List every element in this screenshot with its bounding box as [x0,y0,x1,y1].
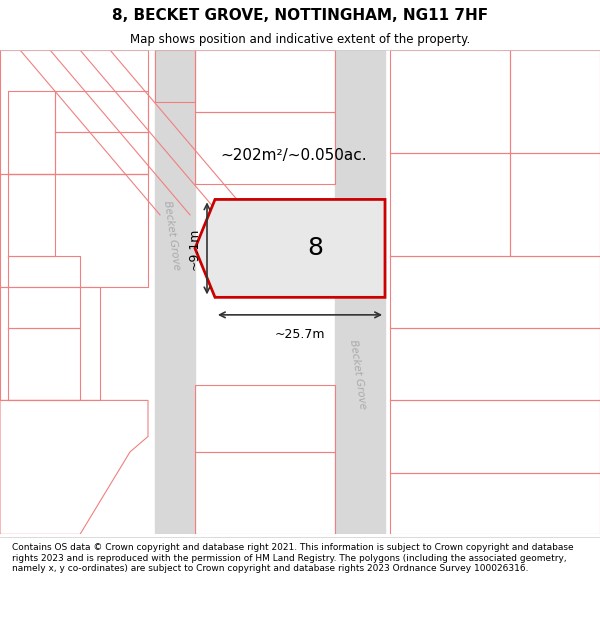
Polygon shape [155,50,195,534]
Text: Becket Grove: Becket Grove [162,200,182,271]
Polygon shape [195,199,385,298]
Text: 8: 8 [307,236,323,261]
Polygon shape [335,50,385,534]
Text: Contains OS data © Crown copyright and database right 2021. This information is : Contains OS data © Crown copyright and d… [12,543,574,573]
Text: ~25.7m: ~25.7m [275,328,325,341]
Text: Map shows position and indicative extent of the property.: Map shows position and indicative extent… [130,32,470,46]
Text: ~202m²/~0.050ac.: ~202m²/~0.050ac. [220,148,367,162]
Text: Becket Grove: Becket Grove [348,339,368,410]
Text: 8, BECKET GROVE, NOTTINGHAM, NG11 7HF: 8, BECKET GROVE, NOTTINGHAM, NG11 7HF [112,8,488,22]
Text: ~9.1m: ~9.1m [188,228,201,269]
